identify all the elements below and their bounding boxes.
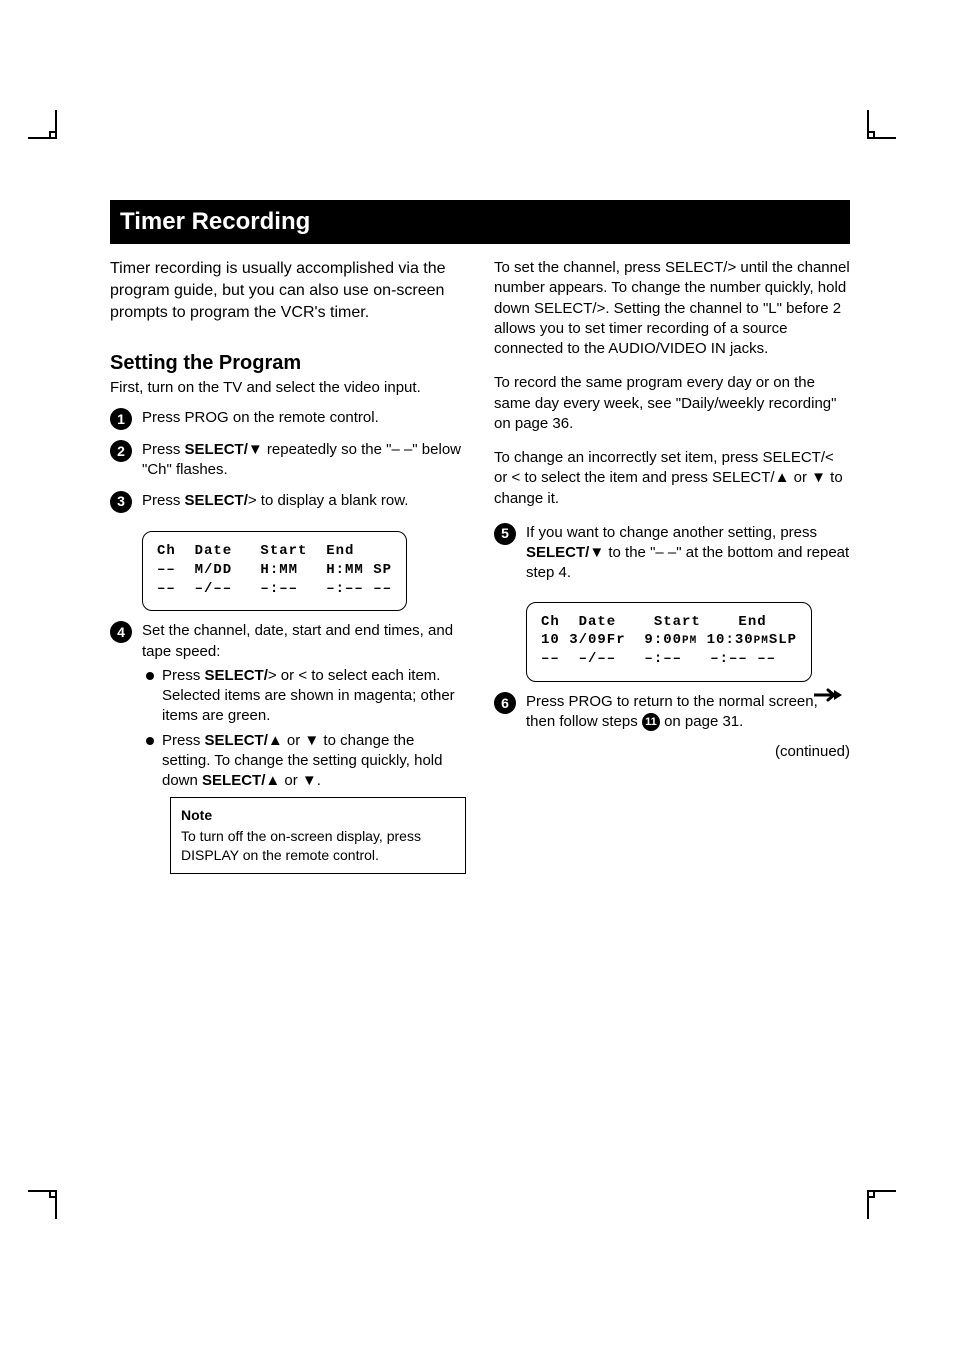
two-column-layout: Timer recording is usually accomplished …: [110, 258, 850, 884]
bullet-icon: [146, 737, 154, 745]
crop-mark-top-right: [856, 110, 896, 150]
note-title: Note: [181, 806, 455, 825]
section-header-band: Timer Recording: [110, 200, 850, 244]
right-column: To set the channel, press SELECT/> until…: [494, 258, 850, 884]
right-para-3: To change an incorrectly set item, press…: [494, 448, 850, 509]
step-5-text: If you want to change another setting, p…: [526, 523, 850, 584]
vcr-screen-2: Ch Date Start End 10 3/09Fr 9:00PM 10:30…: [526, 602, 812, 683]
b1a: Press: [162, 667, 205, 684]
p3d: to select the item and press: [520, 469, 712, 486]
crop-mark-top-left: [28, 110, 68, 150]
b2f: .: [317, 772, 321, 789]
step-4: 4 Set the channel, date, start and end t…: [110, 621, 466, 874]
down-arrow-icon: ▼: [302, 772, 317, 789]
step-2-text: Press SELECT/▼ repeatedly so the "– –" b…: [142, 440, 466, 481]
left-arrow-icon: <: [298, 667, 307, 684]
continued-label: (continued): [494, 743, 850, 760]
step-4-bullet-2: Press SELECT/▲ or ▼ to change the settin…: [146, 731, 466, 792]
step-4-lead: Set the channel, date, start and end tim…: [142, 621, 466, 662]
continued-arrow-icon: [814, 688, 842, 702]
down-arrow-icon: ▼: [304, 732, 319, 749]
step-3-number: 3: [110, 491, 132, 513]
step-2-a: Press: [142, 441, 185, 458]
p3f: or: [789, 469, 811, 486]
p3c: or: [494, 469, 512, 486]
subheading-note: First, turn on the TV and select the vid…: [110, 379, 466, 396]
step-4-text: Set the channel, date, start and end tim…: [142, 621, 466, 874]
step-2: 2 Press SELECT/▼ repeatedly so the "– –"…: [110, 440, 466, 481]
step-2-number: 2: [110, 440, 132, 462]
up-arrow-icon: ▲: [268, 732, 283, 749]
step-1-text: Press PROG on the remote control.: [142, 408, 466, 428]
continued-text: (continued): [775, 743, 850, 760]
screen2-row2: –– –/–– –:–– –:–– ––: [541, 651, 776, 667]
left-arrow-icon: <: [512, 469, 521, 486]
screen1-row1: –– M/DD H:MM H:MM SP: [157, 562, 392, 578]
down-arrow-icon: ▼: [811, 469, 826, 486]
p1d: SELECT/: [534, 300, 597, 317]
step-4-bullet-2-text: Press SELECT/▲ or ▼ to change the settin…: [162, 731, 466, 792]
intro-paragraph: Timer recording is usually accomplished …: [110, 258, 466, 324]
page-content: Timer Recording Timer recording is usual…: [110, 200, 850, 884]
crop-mark-bottom-right: [856, 1179, 896, 1219]
step-6-text: Press PROG to return to the normal scree…: [526, 692, 850, 733]
b2b: SELECT/: [205, 732, 268, 749]
step-3-b: SELECT/: [185, 492, 248, 509]
up-arrow-icon: ▲: [265, 772, 280, 789]
step-1-number: 1: [110, 408, 132, 430]
step-4-bullet-1-text: Press SELECT/> or < to select each item.…: [162, 666, 466, 727]
note-box: Note To turn off the on-screen display, …: [170, 797, 466, 874]
s5a: If you want to change another setting, p…: [526, 524, 817, 541]
down-arrow-icon: ▼: [248, 441, 263, 458]
step-2-b: SELECT/: [185, 441, 248, 458]
bullet-icon: [146, 672, 154, 680]
vcr-screen-1: Ch Date Start End –– M/DD H:MM H:MM SP –…: [142, 531, 407, 612]
p3e: SELECT/: [712, 469, 775, 486]
step-3-c: to display a blank row.: [257, 492, 409, 509]
b2e: or: [280, 772, 302, 789]
down-arrow-icon: ▼: [589, 544, 604, 561]
b1c: or: [277, 667, 299, 684]
screen2-row1: 10 3/09Fr 9:00PM 10:30PMSLP: [541, 632, 797, 648]
right-arrow-icon: >: [248, 492, 257, 509]
step-6: 6 Press PROG to return to the normal scr…: [494, 692, 850, 733]
p1b: SELECT/: [665, 259, 728, 276]
step-6-number: 6: [494, 692, 516, 714]
screen2-row0: Ch Date Start End: [541, 614, 767, 630]
b2a: Press: [162, 732, 205, 749]
step-5: 5 If you want to change another setting,…: [494, 523, 850, 584]
step-4-number: 4: [110, 621, 132, 643]
p3b: SELECT/: [762, 449, 825, 466]
right-arrow-icon: >: [727, 259, 736, 276]
screen1-row2: –– –/–– –:–– –:–– ––: [157, 581, 392, 597]
s5b: SELECT/: [526, 544, 589, 561]
up-arrow-icon: ▲: [775, 469, 790, 486]
step-1: 1 Press PROG on the remote control.: [110, 408, 466, 430]
subheading: Setting the Program: [110, 352, 466, 375]
section-title: Timer Recording: [120, 208, 310, 235]
right-arrow-icon: >: [268, 667, 277, 684]
p3a: To change an incorrectly set item, press: [494, 449, 762, 466]
left-arrow-icon: <: [825, 449, 834, 466]
step-ref-badge: 11: [642, 713, 660, 731]
p1a: To set the channel, press: [494, 259, 665, 276]
step-3-a: Press: [142, 492, 185, 509]
right-para-2: To record the same program every day or …: [494, 373, 850, 434]
b1b: SELECT/: [205, 667, 268, 684]
step-3: 3 Press SELECT/> to display a blank row.: [110, 491, 466, 513]
right-para-1: To set the channel, press SELECT/> until…: [494, 258, 850, 359]
left-column: Timer recording is usually accomplished …: [110, 258, 466, 884]
b2bold: SELECT/: [202, 772, 265, 789]
note-body: To turn off the on-screen display, press…: [181, 827, 455, 865]
s6b: on page 31.: [660, 713, 743, 730]
right-arrow-icon: >: [597, 300, 606, 317]
step-3-text: Press SELECT/> to display a blank row.: [142, 491, 466, 511]
step-5-number: 5: [494, 523, 516, 545]
crop-mark-bottom-left: [28, 1179, 68, 1219]
screen1-row0: Ch Date Start End: [157, 543, 354, 559]
b2c: or: [283, 732, 305, 749]
step-4-bullet-1: Press SELECT/> or < to select each item.…: [146, 666, 466, 727]
